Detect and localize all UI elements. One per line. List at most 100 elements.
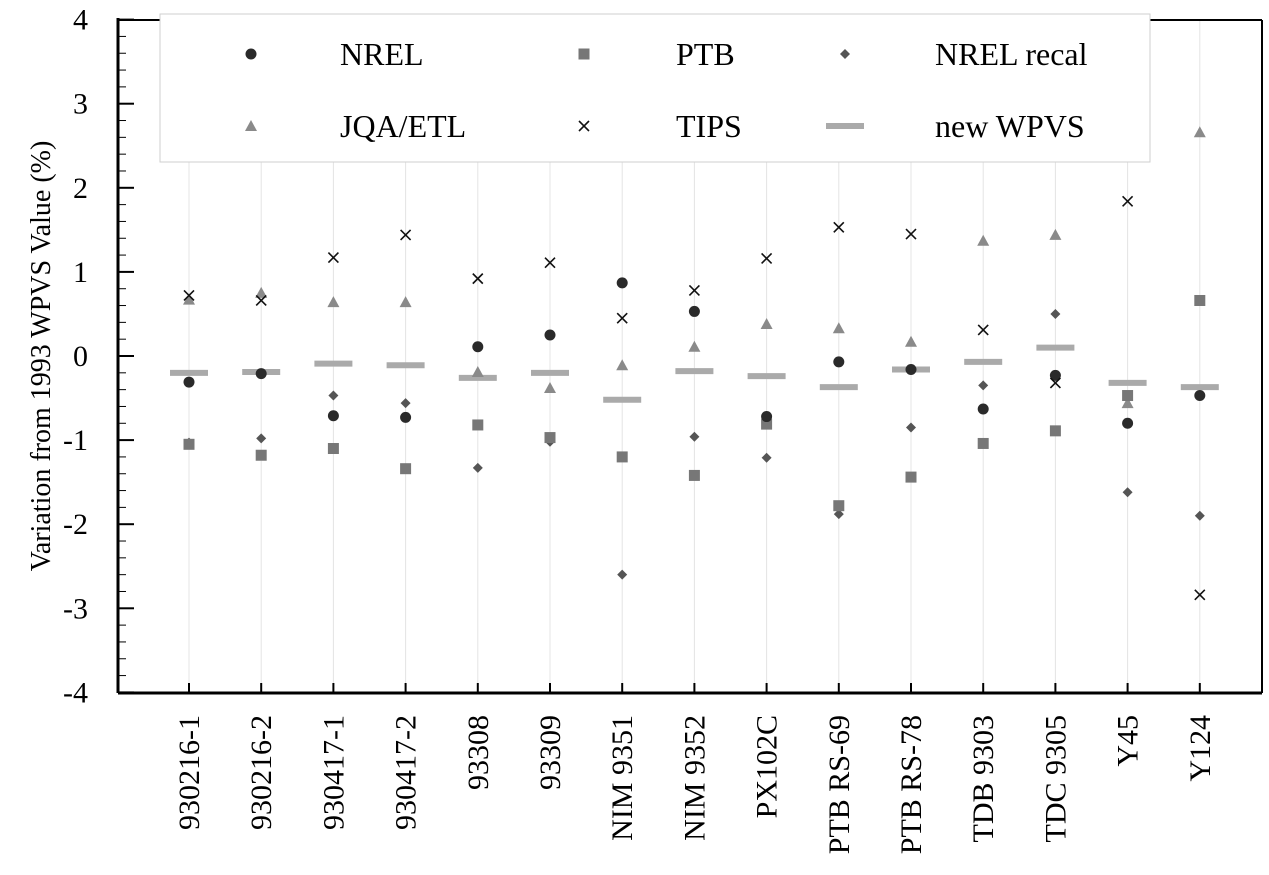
data-point-nrel-recal — [328, 390, 339, 401]
data-point-ptb — [544, 432, 556, 444]
data-point-tips — [327, 252, 339, 264]
data-point-ptb — [1194, 294, 1206, 306]
x-stroke — [977, 324, 989, 336]
x-tick-label: 930216-2 — [245, 715, 278, 830]
x-stroke — [578, 120, 590, 132]
legend: NREL PTB NREL recal JQA/ETL TIPS new WPVS — [159, 13, 1151, 163]
data-point-nrel — [183, 376, 195, 388]
data-point-jqa-etl — [760, 318, 773, 330]
data-point-ptb — [1049, 425, 1061, 437]
legend-marker-nrel — [245, 48, 257, 60]
data-point-nrel — [977, 403, 989, 415]
y-tick-label: -1 — [63, 424, 88, 457]
legend-marker-nrel-recal — [840, 49, 850, 59]
x-stroke — [400, 229, 412, 241]
y-tick-label: -3 — [63, 592, 88, 625]
data-point-tips — [688, 284, 700, 296]
x-tick-label: 93309 — [534, 715, 567, 790]
legend-box — [159, 13, 1151, 163]
x-stroke — [1049, 377, 1061, 389]
data-point-tips — [833, 221, 845, 233]
data-point-tips — [1049, 377, 1061, 389]
y-tick-label: 0 — [73, 340, 88, 373]
x-stroke — [688, 284, 700, 296]
data-point-ptb — [327, 443, 339, 455]
x-tick-label: PTB RS-69 — [823, 715, 856, 854]
x-stroke — [761, 252, 773, 265]
legend-label-ptb: PTB — [676, 36, 735, 72]
data-point-nrel — [761, 411, 773, 423]
data-point-nrel-recal — [906, 422, 916, 433]
data-point-nrel — [616, 277, 628, 289]
data-point-nrel-recal — [1122, 487, 1133, 498]
data-point-jqa-etl — [327, 296, 340, 308]
x-tick-label: 930216-1 — [173, 715, 206, 830]
x-tick-label: PTB RS-78 — [895, 715, 928, 854]
data-point-nrel — [1049, 369, 1061, 381]
x-stroke — [544, 257, 556, 269]
x-tick-label: PX102C — [751, 715, 784, 818]
data-point-nrel-recal — [617, 569, 628, 580]
data-point-nrel-recal — [1050, 308, 1061, 319]
data-point-jqa-etl — [255, 286, 268, 298]
x-tick-label: TDB 9303 — [967, 715, 1000, 843]
data-point-ptb — [905, 471, 917, 483]
y-tick-label: 3 — [73, 88, 88, 121]
legend-label-new-wpvs: new WPVS — [935, 108, 1085, 144]
data-point-ptb — [255, 449, 267, 461]
data-point-ptb — [400, 463, 412, 475]
x-tick-label: 930417-1 — [317, 715, 350, 830]
x-stroke — [183, 289, 195, 302]
legend-label-nrel-recal: NREL recal — [935, 36, 1088, 72]
data-point-nrel — [327, 410, 339, 422]
legend-marker-ptb — [578, 48, 590, 60]
legend-label-tips: TIPS — [676, 108, 742, 144]
data-point-nrel — [544, 329, 556, 341]
data-point-nrel — [255, 368, 267, 380]
data-point-tips — [1122, 195, 1134, 207]
data-point-nrel-recal — [978, 380, 989, 391]
data-point-tips — [977, 324, 989, 336]
x-stroke — [472, 273, 484, 285]
y-axis-title: Variation from 1993 WPVS Value (%) — [26, 141, 57, 572]
data-point-tips — [472, 273, 484, 285]
x-stroke — [905, 228, 917, 240]
x-tick-label: NIM 9351 — [606, 715, 639, 841]
data-point-jqa-etl — [1049, 228, 1062, 240]
data-point-ptb — [977, 437, 989, 449]
data-point-nrel-recal — [833, 509, 844, 520]
data-point-tips — [1194, 589, 1206, 601]
y-tick-label: 4 — [73, 4, 88, 37]
x-tick-label: NIM 9352 — [678, 715, 711, 841]
data-point-nrel — [1122, 417, 1134, 429]
data-point-jqa-etl — [688, 340, 701, 352]
x-tick-label: TDC 9305 — [1039, 715, 1072, 843]
legend-label-nrel: NREL — [340, 36, 424, 72]
legend-label-jqa-etl: JQA/ETL — [340, 108, 466, 144]
data-point-ptb — [688, 469, 700, 481]
data-point-ptb — [833, 500, 845, 512]
y-tick-label: 1 — [73, 256, 88, 289]
data-point-tips — [183, 289, 195, 302]
data-point-nrel — [472, 341, 484, 353]
data-point-ptb — [1122, 390, 1134, 402]
data-point-ptb — [761, 418, 773, 430]
data-point-ptb — [183, 438, 195, 450]
data-point-jqa-etl — [471, 365, 484, 377]
data-point-jqa-etl — [1193, 126, 1206, 138]
data-point-tips — [544, 257, 556, 269]
legend-marker-jqa-etl — [245, 120, 257, 131]
data-point-nrel-recal — [256, 433, 267, 444]
y-tick-label: -2 — [63, 508, 88, 541]
data-marks — [170, 126, 1219, 601]
data-point-nrel-recal — [1194, 510, 1205, 521]
data-point-nrel-recal — [400, 398, 411, 409]
data-point-tips — [761, 252, 773, 265]
x-stroke — [255, 294, 267, 307]
x-tick-label: Y124 — [1184, 715, 1217, 782]
data-point-nrel-recal — [472, 462, 483, 473]
x-stroke — [833, 221, 845, 233]
y-tick-label: 2 — [73, 172, 88, 205]
data-point-ptb — [616, 451, 628, 463]
